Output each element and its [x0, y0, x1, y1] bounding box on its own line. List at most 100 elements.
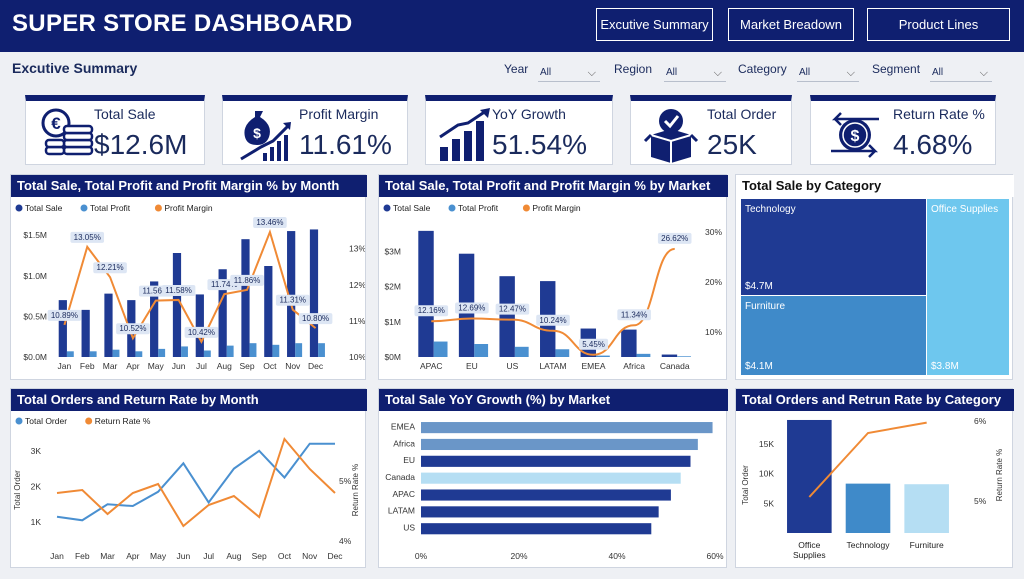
chevron-down-icon: ⌵: [979, 67, 988, 79]
x-tick-label: Dec: [308, 361, 324, 371]
y2-tick-label: 30%: [705, 227, 722, 237]
x-tick-label: Sep: [240, 361, 255, 371]
bar-total-profit: [66, 351, 74, 357]
y2-tick-label: 10%: [705, 327, 722, 337]
data-label: 10.89%: [51, 311, 78, 320]
treemap-cell-technology[interactable]: Technology $4.7M: [741, 199, 926, 295]
yoy-growth-chart: EMEA Africa EU Canada APAC LATAM US 0% 20% 40% 60%: [385, 421, 724, 561]
region-filter-label: Region: [614, 62, 653, 76]
region-filter-value: All: [666, 67, 678, 78]
category-filter-select[interactable]: All ⌵: [797, 64, 859, 82]
bar-total-profit: [596, 355, 610, 357]
bar-total-profit: [295, 343, 303, 357]
profit-margin-line: [431, 247, 675, 356]
chart-title: Total Sale YoY Growth (%) by Market: [379, 389, 728, 411]
total-order-line: [56, 442, 335, 522]
y2-axis-label: Return Rate %: [351, 464, 360, 516]
kpi-label: YoY Growth: [492, 106, 566, 122]
orders-category-chart-panel: Total Orders and Retrun Rate by Category…: [735, 388, 1014, 568]
x-tick-label: Oct: [278, 551, 292, 561]
kpi-label: Profit Margin: [299, 106, 379, 122]
data-label-bg: [116, 323, 150, 335]
x-tick-label: Furniture: [910, 540, 944, 550]
kpi-value: 4.68%: [893, 129, 973, 160]
bar-total-profit: [112, 349, 120, 357]
chevron-down-icon: ⌵: [587, 67, 596, 79]
y-tick-label: US: [403, 523, 415, 533]
nav-executive-summary-button[interactable]: Excutive Summary: [596, 8, 713, 41]
legend-label: Profit Margin: [164, 203, 212, 213]
x-tick-label: Apr: [126, 361, 139, 371]
bar-total-sale: [287, 231, 296, 357]
x-tick-label: Aug: [217, 361, 232, 371]
kpi-value: 11.61%: [299, 129, 392, 160]
y-tick-label: $0.5M: [23, 311, 47, 321]
treemap-label: Office Supplies: [931, 204, 999, 215]
y-tick-label: 10K: [759, 469, 774, 479]
chart-title: Total Orders and Return Rate by Month: [11, 389, 367, 411]
bar-total-sale: [661, 354, 678, 357]
segment-filter-value: All: [932, 67, 944, 78]
legend-label: Total Order: [25, 416, 67, 426]
order-box-icon: [643, 109, 699, 163]
page-subtitle: Excutive Summary: [12, 60, 138, 76]
y-tick-label: 3K: [31, 446, 42, 456]
treemap-label: Furniture: [745, 301, 786, 312]
chart-title: Total Orders and Retrun Rate by Category: [736, 389, 1014, 411]
data-label: 11.34%: [621, 310, 648, 319]
month-sales-chart-panel: Total Sale, Total Profit and Profit Marg…: [10, 174, 367, 380]
chevron-down-icon: ⌵: [713, 67, 722, 79]
data-label-bg: [298, 313, 333, 325]
nav-product-lines-button[interactable]: Product Lines: [867, 8, 1010, 41]
bar-total-profit: [89, 351, 97, 357]
bar-yoy-growth: [421, 422, 713, 434]
bar-yoy-growth: [421, 489, 671, 501]
bar-total-profit: [203, 350, 211, 357]
bar-yoy-growth: [421, 455, 691, 467]
treemap-cell-furniture[interactable]: Furniture $4.1M: [741, 296, 926, 375]
bar-total-sale: [621, 329, 637, 357]
data-label-bg: [161, 284, 196, 296]
segment-filter-label: Segment: [872, 62, 921, 76]
return-rate-line: [56, 436, 336, 528]
data-label: 10.80%: [302, 314, 329, 323]
legend-label: Total Profit: [90, 203, 131, 213]
legend-marker: [85, 417, 93, 425]
bar-total-profit: [272, 344, 280, 357]
bar-total-order: [845, 483, 891, 533]
data-label-bg: [495, 303, 530, 315]
x-tick-label: Jun: [172, 361, 186, 371]
legend-marker: [80, 204, 88, 212]
y-tick-label: Africa: [393, 438, 415, 448]
x-tick-label: LATAM: [539, 361, 566, 371]
data-label-bg: [617, 309, 651, 321]
bar-total-sale: [150, 281, 159, 357]
y-tick-label: $1.0M: [23, 271, 47, 281]
data-label-bg: [93, 262, 127, 274]
chevron-down-icon: ⌵: [846, 67, 855, 79]
data-label: 11.56%: [142, 287, 169, 296]
x-tick-label: Feb: [75, 551, 90, 561]
chart-title: Total Sale, Total Profit and Profit Marg…: [11, 175, 367, 197]
yoy-growth-chart-panel: Total Sale YoY Growth (%) by Market EMEA…: [378, 388, 728, 568]
y-tick-label: Canada: [385, 472, 415, 482]
segment-filter-select[interactable]: All ⌵: [930, 64, 992, 82]
treemap-cell-office-supplies[interactable]: Office Supplies $3.8M: [927, 199, 1009, 375]
x-tick-label: Aug: [226, 551, 241, 561]
x-tick-label: Africa: [623, 361, 645, 371]
legend-marker: [15, 204, 23, 212]
data-label-bg: [253, 217, 287, 229]
data-label: 10.42%: [188, 328, 215, 337]
nav-market-breakdown-button[interactable]: Market Breadown: [728, 8, 854, 41]
region-filter-select[interactable]: All ⌵: [664, 64, 726, 82]
kpi-card-profit-margin: $ Profit Margin 11.61%: [222, 95, 408, 165]
data-label-bg: [657, 232, 692, 244]
bar-total-sale: [58, 300, 67, 357]
year-filter-select[interactable]: All ⌵: [538, 64, 600, 82]
y2-tick-label: 5%: [974, 496, 987, 506]
data-label: 12.16%: [418, 306, 445, 315]
bar-yoy-growth: [421, 506, 659, 518]
y2-axis-label: Return Rate %: [995, 449, 1004, 501]
year-filter-value: All: [540, 67, 552, 78]
legend-label: Total Sale: [393, 203, 431, 213]
